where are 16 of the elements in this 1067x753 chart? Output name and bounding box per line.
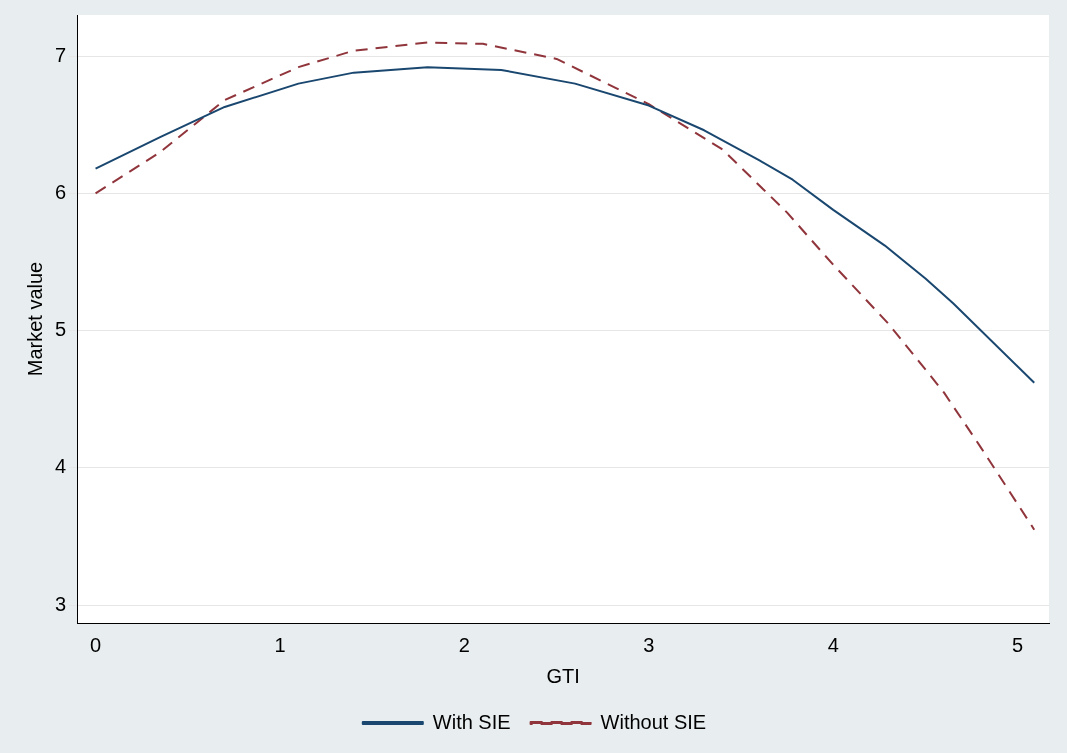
legend-label: With SIE <box>432 710 511 733</box>
y-tick-label: 4 <box>55 455 67 478</box>
y-tick-label: 7 <box>55 43 67 66</box>
x-tick-label: 4 <box>827 633 839 656</box>
x-tick-label: 2 <box>458 633 470 656</box>
x-tick-label: 5 <box>1012 633 1024 656</box>
y-axis-title: Market value <box>23 261 46 377</box>
y-tick-label: 3 <box>55 592 67 615</box>
y-tick-label: 5 <box>55 318 67 341</box>
line-series <box>94 41 1036 531</box>
y-tick-label: 6 <box>55 180 67 203</box>
x-axis-title: GTI <box>546 664 580 687</box>
x-tick-label: 0 <box>90 633 102 656</box>
legend-label: Without SIE <box>600 710 707 733</box>
x-tick-label: 1 <box>274 633 286 656</box>
x-tick-label: 3 <box>643 633 655 656</box>
